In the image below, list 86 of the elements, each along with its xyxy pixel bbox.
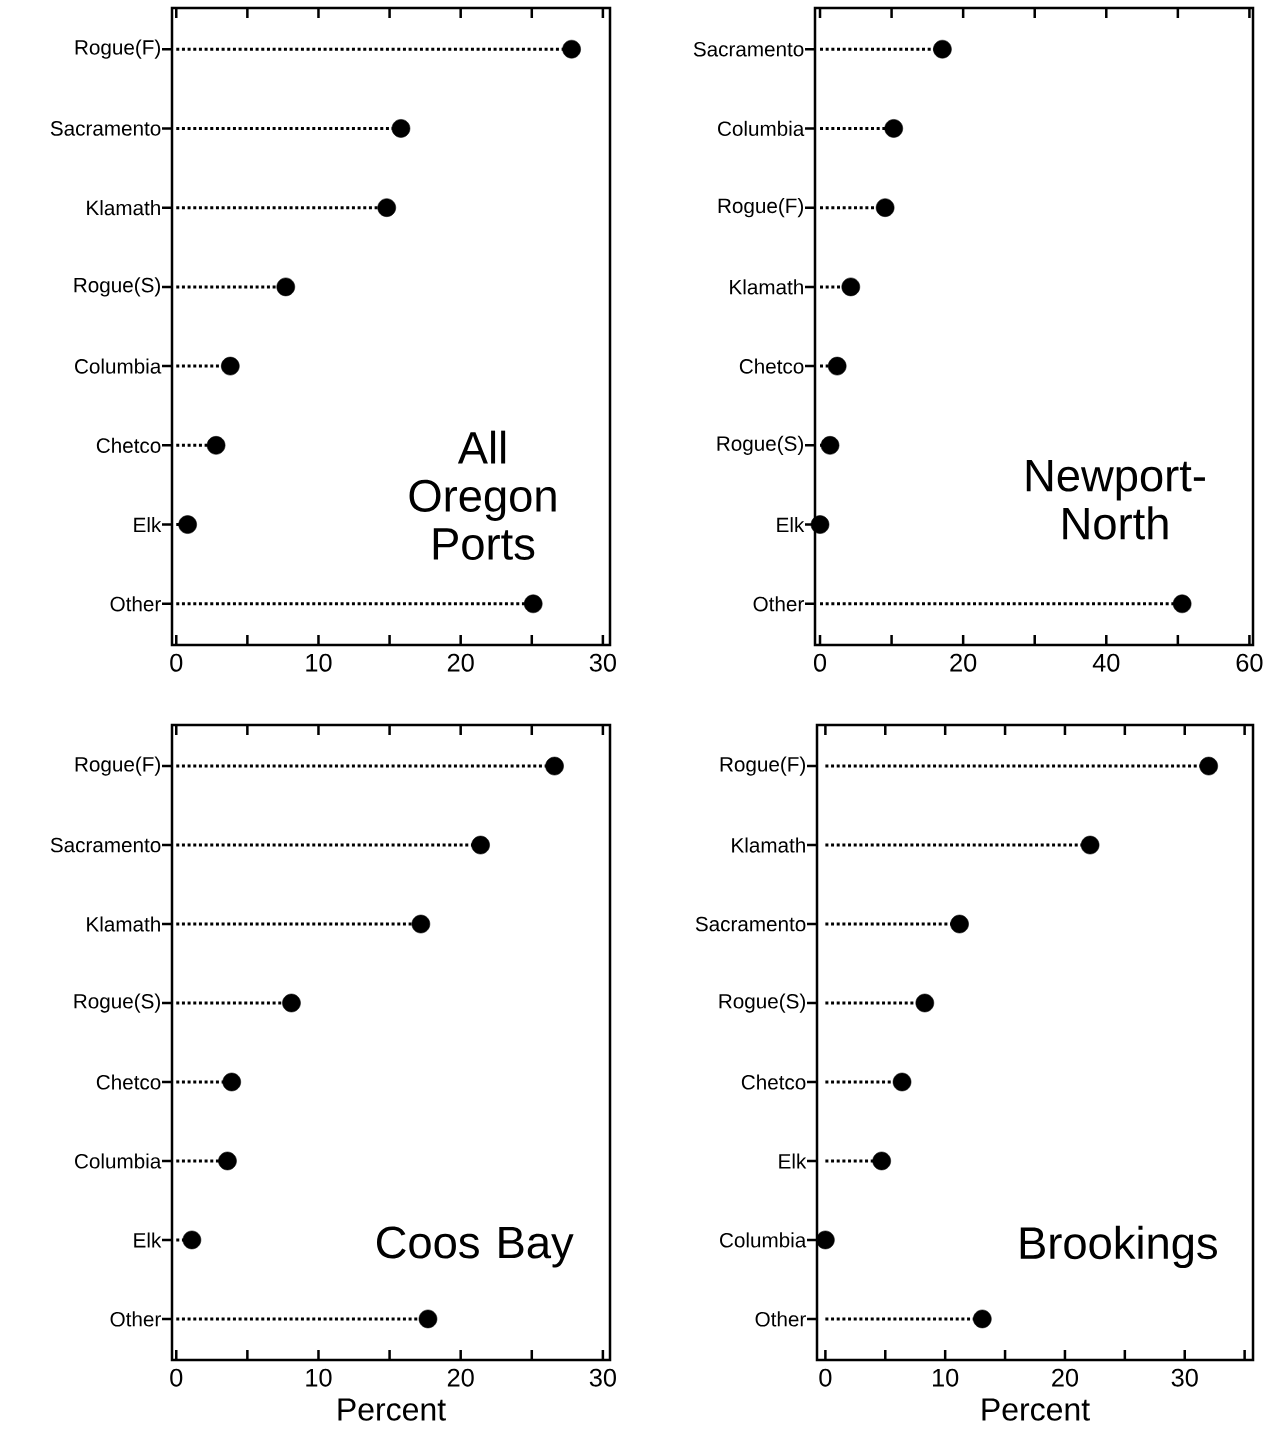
point: [523, 594, 543, 614]
y-tick-label: Chetco: [96, 437, 161, 453]
y-tick-label: Other: [755, 1311, 806, 1327]
x-tick-label: 60: [1236, 653, 1263, 672]
x-tick-label: 30: [589, 1368, 616, 1387]
y-tick-label: Other: [110, 1311, 161, 1327]
point: [827, 356, 847, 376]
y-tick-label: Rogue(F): [720, 756, 805, 776]
point: [950, 914, 969, 934]
y-tick-label: Elk: [134, 517, 162, 533]
x-tick-label: 30: [589, 653, 616, 672]
y-tick-label: Elk: [777, 517, 805, 533]
point: [872, 1151, 891, 1171]
point: [178, 515, 197, 534]
point: [222, 1072, 241, 1092]
x-tick-label: 10: [933, 1368, 959, 1387]
y-tick-label: Sacramento: [50, 121, 161, 136]
y-tick-label: Klamath: [87, 916, 160, 932]
y-tick-label: Rogue(F): [75, 756, 160, 776]
point: [282, 993, 301, 1013]
y-tick-label: Columbia: [718, 120, 805, 137]
x-tick-label: 0: [819, 1368, 832, 1387]
point: [973, 1309, 992, 1329]
point: [391, 119, 411, 138]
x-tick-label: 0: [170, 653, 183, 672]
y-tick-label: Columbia: [75, 358, 162, 374]
y-tick-label: Rogue(F): [718, 198, 803, 218]
point: [810, 515, 830, 534]
y-tick-label: Chetco: [96, 1074, 161, 1090]
y-tick-label: Columbia: [720, 1232, 807, 1248]
x-tick-label: 20: [1052, 1368, 1079, 1387]
y-tick-label: Rogue(F): [75, 39, 160, 59]
point: [1080, 835, 1100, 855]
y-tick-label: Other: [110, 596, 161, 612]
y-tick-label: Chetco: [741, 1074, 806, 1090]
point: [182, 1230, 202, 1250]
y-tick-label: Rogue(S): [717, 435, 803, 455]
x-tick-label: 10: [306, 653, 332, 672]
point: [377, 198, 397, 217]
x-tick-label: 10: [306, 1368, 332, 1387]
x-tick-label: 20: [447, 1368, 474, 1387]
x-axis-title: Percent: [338, 1398, 446, 1421]
point: [218, 1151, 237, 1171]
x-tick-label: 20: [950, 653, 977, 672]
point: [276, 277, 296, 297]
point: [221, 356, 240, 376]
text: Newport-North: [1026, 459, 1205, 540]
y-tick-label: Sacramento: [50, 837, 161, 853]
y-tick-label: Rogue(S): [719, 993, 805, 1013]
y-tick-label: Elk: [779, 1153, 807, 1169]
text: Brookings: [1020, 1225, 1217, 1269]
y-tick-label: Klamath: [732, 837, 805, 853]
y-tick-label: Elk: [134, 1232, 162, 1248]
x-tick-label: 40: [1092, 653, 1120, 672]
x-tick-label: 0: [813, 653, 827, 672]
point: [562, 39, 581, 59]
text: All Oregon Ports: [409, 430, 556, 560]
y-tick-label: Rogue(S): [74, 277, 160, 297]
point: [1172, 594, 1192, 614]
point: [820, 436, 840, 455]
y-tick-label: Columbia: [75, 1153, 162, 1169]
point: [545, 756, 564, 776]
point: [1199, 756, 1218, 776]
point: [816, 1230, 835, 1250]
x-tick-label: 20: [447, 653, 474, 672]
point: [933, 39, 952, 59]
x-axis-title: Percent: [982, 1398, 1090, 1421]
x-tick-label: 0: [170, 1368, 183, 1387]
point: [892, 1072, 912, 1092]
point: [884, 119, 903, 138]
y-tick-label: Rogue(S): [74, 993, 160, 1013]
y-tick-label: Chetco: [739, 358, 804, 374]
point: [471, 835, 490, 855]
point: [206, 436, 226, 455]
x-tick-label: 30: [1171, 1368, 1198, 1387]
point: [841, 277, 861, 297]
y-tick-label: Sacramento: [693, 41, 804, 57]
point: [411, 914, 431, 934]
point: [418, 1309, 438, 1329]
text: Coos Bay: [376, 1226, 574, 1268]
y-tick-label: Sacramento: [695, 916, 806, 932]
y-tick-label: Other: [753, 596, 804, 612]
y-tick-label: Klamath: [87, 200, 160, 216]
point: [875, 198, 895, 217]
y-tick-label: Klamath: [730, 279, 803, 295]
point: [915, 993, 935, 1013]
